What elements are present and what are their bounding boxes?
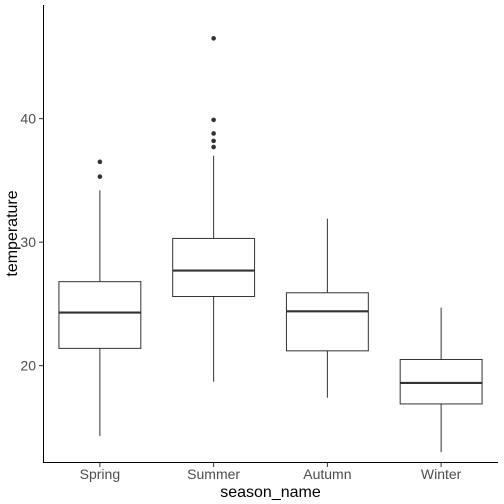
iqr-box: [172, 237, 256, 297]
outlier-point: [211, 36, 216, 41]
box-summer: [172, 36, 256, 382]
plot-area: [58, 36, 483, 453]
outlier-point: [211, 117, 216, 123]
outlier-point: [211, 138, 216, 144]
y-tick-label: 20: [20, 358, 36, 374]
iqr-box: [58, 281, 142, 349]
box-spring: [58, 159, 142, 437]
box-winter: [399, 307, 483, 453]
y-tick-label: 30: [20, 234, 36, 250]
axes: [43, 5, 498, 463]
outlier-point: [97, 174, 103, 179]
y-tick-label: 40: [20, 111, 36, 127]
x-tick-label: Autumn: [303, 466, 351, 482]
y-axis-title: temperature: [4, 190, 21, 276]
x-tick-label: Spring: [80, 466, 120, 482]
x-tick-label: Summer: [187, 466, 240, 482]
iqr-box: [399, 358, 483, 405]
x-tick-label: Winter: [421, 466, 462, 482]
outlier-point: [97, 159, 103, 165]
tick-labels: 20 30 40 Spring Summer Autumn Winter: [20, 111, 461, 482]
iqr-box: [285, 292, 369, 352]
outlier-point: [211, 131, 216, 136]
outlier-point: [211, 144, 216, 150]
x-axis-title: season_name: [220, 484, 321, 501]
box-autumn: [285, 218, 369, 398]
